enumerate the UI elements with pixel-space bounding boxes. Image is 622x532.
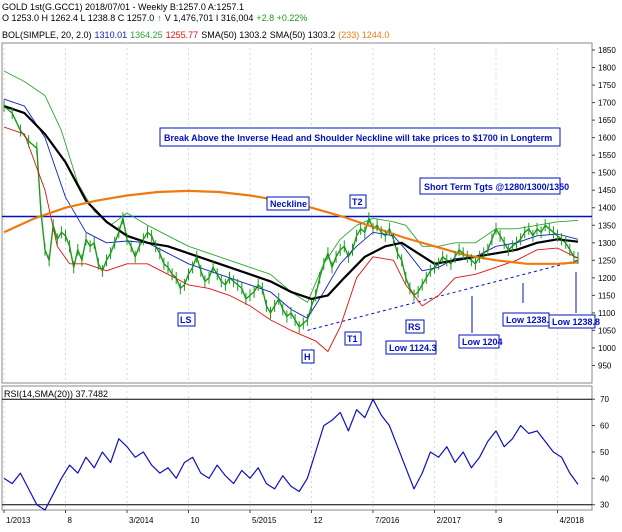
x-tick-label: 2/2017 xyxy=(437,516,462,525)
low-1204-box xyxy=(458,334,500,349)
up-arrow-icon: ↑ xyxy=(157,13,162,23)
h-label: H xyxy=(304,352,311,362)
price-y-axis: 950 1000 1050 1100 1150 1200 1250 1300 1350 1400 1… xyxy=(592,46,616,370)
header-change: +2.8 +0.22% xyxy=(256,13,308,23)
price-y-tick-label: 1450 xyxy=(598,186,616,195)
price-y-tick-label: 1250 xyxy=(598,256,616,265)
x-tick-label: 4/2018 xyxy=(560,516,585,525)
rsi-y-tick-label: 60 xyxy=(600,422,609,431)
rs-label-box xyxy=(405,319,425,334)
price-y-tick-label: 1350 xyxy=(598,221,616,230)
rsi-label: RSI(14,SMA(20)) 37.7482 xyxy=(4,389,108,399)
targets-box xyxy=(419,177,561,195)
rsi-panel-frame xyxy=(1,385,593,511)
low-1238-8-label: Low 1238.8 xyxy=(552,317,600,327)
header-title: GOLD 1st(G.GCC1) 2018/07/01 - Weekly B:1… xyxy=(2,2,244,12)
low-1204-label: Low 1204 xyxy=(462,337,503,347)
price-y-tick-label: 1550 xyxy=(598,151,616,160)
price-y-tick-label: 1200 xyxy=(598,274,616,283)
x-tick-label: 7/2016 xyxy=(375,516,400,525)
low-1124-label: Low 1124.3 xyxy=(389,343,437,353)
banner-box xyxy=(159,127,561,147)
series-sma50 xyxy=(3,105,579,300)
t2-label-box xyxy=(349,194,367,209)
price-y-tick-label: 1650 xyxy=(598,116,616,125)
x-tick-label: 9 xyxy=(498,516,503,525)
h-label-box xyxy=(301,349,315,364)
series-rsi xyxy=(3,398,579,511)
ls-label: LS xyxy=(180,315,192,325)
x-tick-label: 10 xyxy=(191,516,200,525)
rs-label: RS xyxy=(408,322,421,332)
header-volume: V 1,476,701 I 316,004 xyxy=(164,13,254,23)
x-tick-label: 1/2013 xyxy=(6,516,31,525)
header-line-2: O 1253.0 H 1262.4 L 1238.8 C 1257.0 ↑ V 1,… xyxy=(2,13,310,24)
bol-mid-value: 1310.01 xyxy=(94,30,128,40)
targets-text: Short Term Tgts @1280/1300/1350 xyxy=(424,182,569,192)
x-tick-label: 3/2014 xyxy=(129,516,154,525)
t1-label-box xyxy=(344,331,362,346)
price-y-tick-label: 1850 xyxy=(598,46,616,55)
price-y-tick-label: 1300 xyxy=(598,239,616,248)
sma-value-2: SMA(50) 1303.2 xyxy=(269,30,336,40)
price-y-tick-label: 1050 xyxy=(598,326,616,335)
low-1124-box xyxy=(385,340,437,355)
price-y-tick-label: 1150 xyxy=(598,291,616,300)
t2-label: T2 xyxy=(352,197,363,207)
low-1238-3-label: Low 1238.3 xyxy=(506,315,554,325)
series-bb_lower xyxy=(3,126,579,352)
rsi-y-axis: 30 40 50 60 70 xyxy=(592,395,609,510)
bol-label: BOL(SIMPLE, 20, 2.0) xyxy=(2,30,92,40)
price-y-tick-label: 1800 xyxy=(598,64,616,73)
grid xyxy=(2,43,592,510)
neckline-label-box xyxy=(266,196,310,211)
price-y-tick-label: 1600 xyxy=(598,134,616,143)
price-y-tick-label: 1000 xyxy=(598,344,616,353)
x-tick-label: 8 xyxy=(68,516,73,525)
price-y-tick-label: 950 xyxy=(598,361,612,370)
price-y-tick-label: 1100 xyxy=(598,309,616,318)
header-line-1: GOLD 1st(G.GCC1) 2018/07/01 - Weekly B:1… xyxy=(2,2,247,13)
bol-lower-value: 1255.77 xyxy=(165,30,199,40)
indicator-legend: BOL(SIMPLE, 20, 2.0) 1310.01 1364.25 1255.7… xyxy=(2,30,392,41)
ma233-value: (233) 1244.0 xyxy=(338,30,390,40)
rsi-y-tick-label: 40 xyxy=(600,474,609,483)
neckline-label: Neckline xyxy=(270,199,307,209)
rsi-layer xyxy=(3,398,579,511)
rsi-y-tick-label: 30 xyxy=(600,501,609,510)
price-y-tick-label: 1400 xyxy=(598,204,616,213)
bol-upper-value: 1364.25 xyxy=(130,30,163,40)
header-ohlc: O 1253.0 H 1262.4 L 1238.8 C 1257.0 xyxy=(2,13,155,23)
low-1238-8-box xyxy=(548,314,596,329)
x-tick-label: 12 xyxy=(314,516,323,525)
price-panel-frame xyxy=(1,42,593,384)
rsi-y-tick-label: 50 xyxy=(600,448,609,457)
series-layer xyxy=(2,70,592,352)
sma-value-1: SMA(50) 1303.2 xyxy=(201,30,267,40)
rsi-y-tick-label: 70 xyxy=(600,395,609,404)
support-trendline xyxy=(307,259,579,331)
series-bb_upper xyxy=(3,70,579,303)
ls-label-box xyxy=(177,312,196,327)
t1-label: T1 xyxy=(347,334,358,344)
price-y-tick-label: 1700 xyxy=(598,99,616,108)
price-y-tick-label: 1500 xyxy=(598,169,616,178)
banner-text: Break Above the Inverse Head and Shoulde… xyxy=(164,133,552,143)
x-axis: 1/2013 8 3/2014 10 5/2015 12 7/2016 2/2017 9 4/20… xyxy=(3,510,585,525)
x-tick-label: 5/2015 xyxy=(252,516,277,525)
price-y-tick-label: 1750 xyxy=(598,81,616,90)
